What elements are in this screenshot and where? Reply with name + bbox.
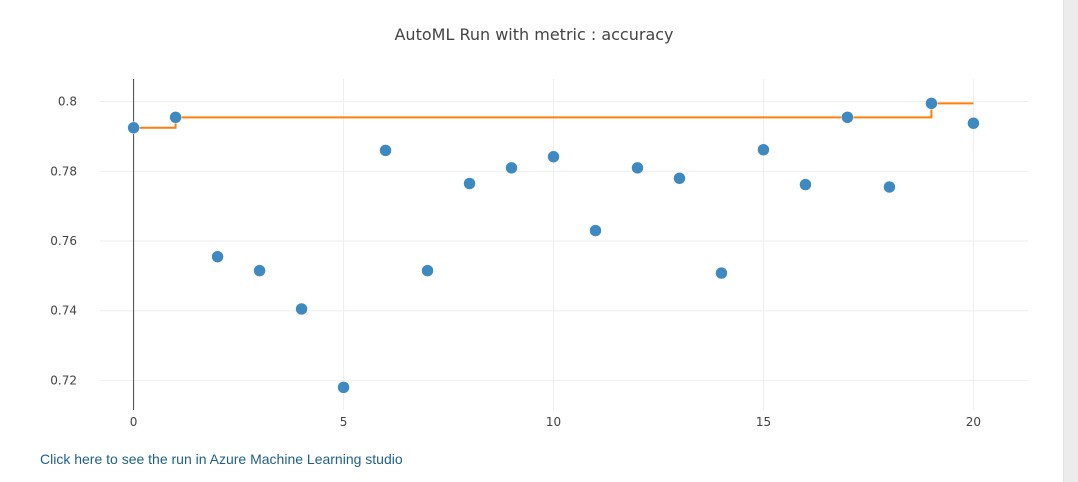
scatter-point[interactable]	[925, 97, 938, 110]
scatter-point[interactable]	[547, 150, 560, 163]
scatter-point[interactable]	[799, 178, 812, 191]
scatter-point[interactable]	[757, 143, 770, 156]
scatter-point[interactable]	[673, 172, 686, 185]
scatter-point[interactable]	[379, 144, 392, 157]
scatter-point[interactable]	[715, 266, 728, 280]
scatter-point[interactable]	[505, 161, 518, 175]
x-tick-labels: 0 5 10 15 20	[130, 415, 981, 429]
scatter-point[interactable]	[883, 180, 896, 194]
grid-layer	[100, 79, 1028, 410]
azure-studio-link[interactable]: Click here to see the run in Azure Machi…	[40, 451, 403, 467]
scatter-point[interactable]	[337, 381, 350, 394]
best-metric-step-line	[133, 102, 974, 129]
x-tick-label: 15	[756, 415, 771, 429]
scatter-point[interactable]	[463, 177, 476, 190]
scatter-point[interactable]	[211, 250, 224, 263]
accuracy-chart: 0.72 0.74 0.76 0.78 0.8 0 5 10 15 20 AutoML Run …	[50, 25, 1028, 429]
y-tick-labels: 0.72 0.74 0.76 0.78 0.8	[50, 95, 77, 388]
scatter-point[interactable]	[421, 264, 434, 277]
y-tick-label: 0.78	[50, 164, 77, 178]
scatter-point[interactable]	[127, 121, 140, 135]
scatter-point[interactable]	[631, 161, 644, 175]
scatter-points-layer	[127, 97, 980, 394]
scatter-point[interactable]	[169, 111, 182, 124]
scatter-point[interactable]	[295, 302, 308, 316]
scatter-point[interactable]	[589, 224, 602, 237]
best-metric-line-layer	[133, 102, 974, 129]
x-tick-label: 20	[966, 415, 981, 429]
scatter-point[interactable]	[841, 111, 854, 124]
y-tick-label: 0.76	[50, 234, 77, 248]
x-tick-label: 0	[130, 415, 138, 429]
x-tick-label: 5	[340, 415, 348, 429]
vertical-scrollbar[interactable]	[1063, 0, 1078, 482]
chart-title: AutoML Run with metric : accuracy	[394, 25, 673, 44]
scatter-point[interactable]	[253, 264, 266, 277]
x-tick-label: 10	[546, 415, 561, 429]
scatter-point[interactable]	[967, 116, 980, 130]
y-tick-label: 0.8	[58, 95, 77, 109]
y-tick-label: 0.72	[50, 373, 77, 387]
y-tick-label: 0.74	[50, 304, 77, 318]
